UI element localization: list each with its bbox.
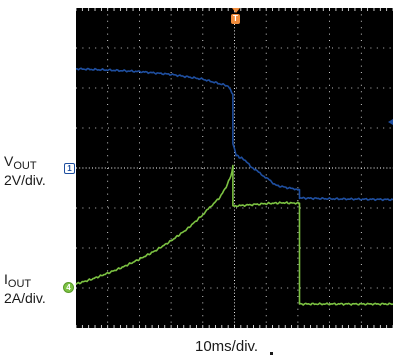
- series-line-iout: [75, 164, 393, 306]
- vout-channel-marker: 1: [64, 163, 75, 174]
- iout-channel-marker: 4: [63, 282, 74, 293]
- vout-scale-label: 2V/div.: [4, 172, 46, 188]
- trigger-position-arrow: [232, 8, 240, 13]
- vout-label: VOUT: [4, 153, 37, 172]
- series-line-vout: [75, 67, 393, 202]
- trigger-marker: T: [231, 14, 240, 24]
- trigger-level-arrow: [388, 119, 393, 125]
- vout-label-name: V: [4, 153, 14, 169]
- iout-label-sub: OUT: [7, 278, 32, 290]
- vout-label-sub: OUT: [13, 160, 37, 172]
- iout-label: IOUT: [4, 271, 31, 290]
- caption-dot: [270, 352, 273, 355]
- time-scale-label: 10ms/div.: [195, 338, 259, 355]
- iout-scale-label: 2A/div.: [4, 290, 46, 306]
- iout-label-name: I: [4, 271, 8, 287]
